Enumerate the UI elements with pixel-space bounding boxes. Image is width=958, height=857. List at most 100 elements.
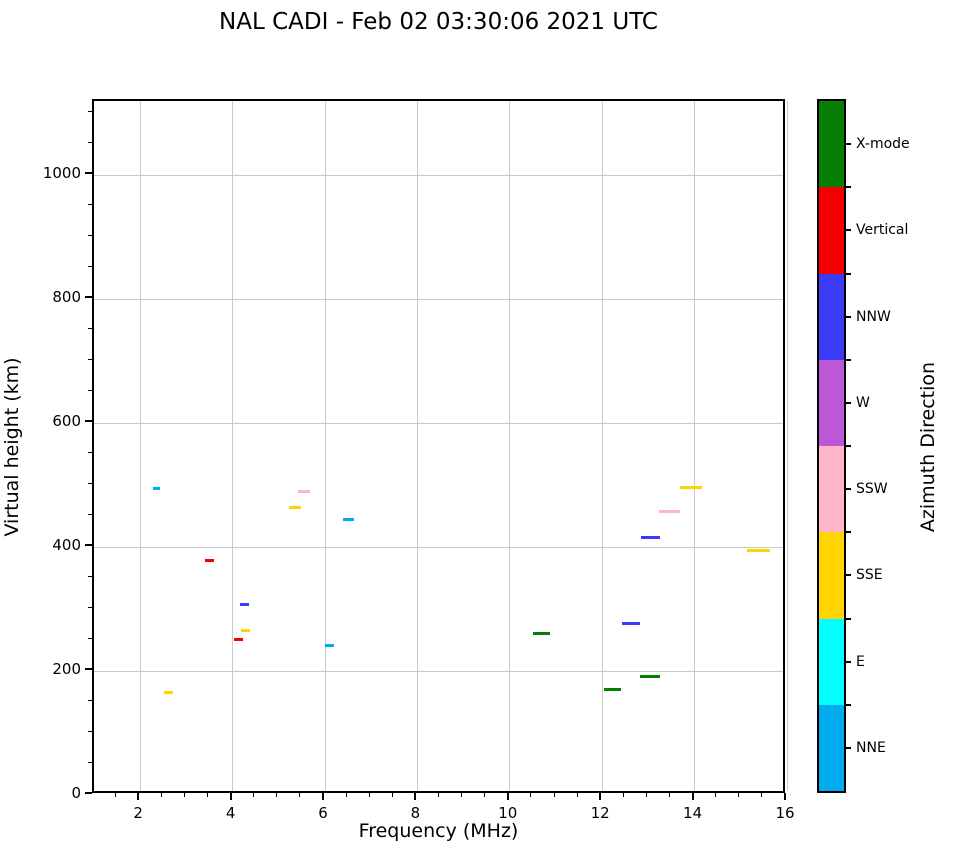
x-minor-tick — [114, 793, 116, 797]
x-tick-label: 14 — [683, 804, 703, 822]
colorbar-boundary-tick — [846, 531, 851, 534]
x-major-tick — [506, 793, 509, 800]
y-minor-tick — [88, 482, 92, 484]
y-minor-tick — [88, 730, 92, 732]
y-tick-label: 600 — [52, 412, 81, 431]
x-gridline — [232, 101, 234, 791]
colorbar-center-tick — [846, 746, 851, 749]
x-tick-label: 16 — [775, 804, 795, 822]
data-point-nnw — [621, 622, 641, 626]
colorbar-boundary-tick — [846, 358, 851, 361]
data-point-sse — [164, 691, 173, 695]
data-point-vertical — [204, 559, 215, 563]
colorbar-segment-sse — [819, 532, 844, 619]
colorbar-segment-e — [819, 618, 844, 705]
y-minor-tick — [88, 203, 92, 205]
y-minor-tick — [88, 761, 92, 763]
x-minor-tick — [368, 793, 370, 797]
y-major-tick — [85, 296, 92, 299]
x-axis-label: Frequency (MHz) — [358, 820, 519, 842]
colorbar-label-w: W — [856, 394, 870, 411]
chart-title: NAL CADI - Feb 02 03:30:06 2021 UTC — [219, 9, 658, 35]
colorbar-label-sse: SSE — [856, 567, 883, 584]
data-point-nne — [324, 644, 335, 648]
colorbar-label-e: E — [856, 653, 865, 670]
x-gridline — [324, 101, 326, 791]
x-tick-label: 2 — [133, 804, 143, 822]
colorbar-label-x-mode: X-mode — [856, 136, 910, 153]
colorbar-boundary-tick — [846, 703, 851, 706]
x-major-tick — [599, 793, 602, 800]
colorbar-label-nne: NNE — [856, 739, 886, 756]
y-minor-tick — [88, 575, 92, 577]
y-minor-tick — [88, 637, 92, 639]
colorbar-boundary-tick — [846, 186, 851, 189]
y-tick-label: 0 — [71, 784, 81, 802]
y-gridline — [94, 670, 783, 672]
x-minor-tick — [553, 793, 555, 797]
x-minor-tick — [438, 793, 439, 797]
y-minor-tick — [88, 451, 92, 453]
colorbar-segment-ssw — [819, 446, 844, 533]
data-point-sse — [747, 549, 771, 553]
data-point-sse — [240, 628, 251, 632]
y-minor-tick — [88, 265, 92, 267]
y-major-tick — [85, 668, 92, 671]
x-minor-tick — [715, 793, 717, 797]
x-gridline — [786, 101, 788, 791]
x-minor-tick — [530, 793, 532, 797]
x-minor-tick — [345, 793, 347, 797]
data-point-nne — [342, 518, 354, 522]
data-point-nnw — [640, 536, 660, 540]
x-gridline — [694, 101, 696, 791]
x-gridline — [139, 101, 141, 791]
x-minor-tick — [484, 793, 486, 797]
x-major-tick — [691, 793, 694, 800]
y-gridline — [94, 422, 783, 424]
data-point-sse — [289, 505, 301, 509]
x-major-tick — [229, 793, 232, 800]
colorbar-segment-vertical — [819, 187, 844, 274]
y-gridline — [94, 546, 783, 548]
colorbar-axis-label: Azimuth Direction — [917, 361, 939, 533]
colorbar-boundary-tick — [846, 272, 851, 275]
y-minor-tick — [88, 327, 92, 329]
x-gridline — [601, 101, 603, 791]
x-major-tick — [784, 793, 786, 800]
x-minor-tick — [299, 793, 301, 797]
y-gridline — [94, 174, 783, 176]
y-minor-tick — [88, 141, 92, 143]
data-point-x-mode — [640, 674, 661, 678]
x-minor-tick — [576, 793, 578, 797]
colorbar-label-ssw: SSW — [856, 481, 888, 498]
x-minor-tick — [207, 793, 208, 797]
y-minor-tick — [88, 606, 92, 608]
y-major-tick — [85, 172, 92, 175]
data-point-nnw — [239, 603, 250, 607]
data-point-ssw — [298, 490, 311, 494]
x-minor-tick — [645, 793, 647, 797]
colorbar-segment-nnw — [819, 273, 844, 360]
x-tick-label: 6 — [318, 804, 328, 822]
y-tick-label: 1000 — [42, 164, 81, 183]
colorbar-center-tick — [846, 660, 851, 663]
y-major-tick — [85, 792, 92, 794]
y-minor-tick — [88, 358, 92, 360]
x-tick-label: 4 — [225, 804, 236, 822]
x-minor-tick — [160, 793, 162, 797]
colorbar-center-tick — [846, 488, 851, 491]
y-minor-tick — [88, 234, 92, 236]
y-major-tick — [85, 544, 92, 547]
data-point-ssw — [659, 509, 680, 513]
x-major-tick — [414, 793, 417, 800]
data-point-vertical — [233, 637, 244, 641]
x-minor-tick — [622, 793, 624, 797]
x-minor-tick — [461, 793, 463, 797]
x-minor-tick — [761, 793, 763, 797]
x-minor-tick — [253, 793, 255, 797]
colorbar-center-tick — [846, 574, 851, 577]
x-minor-tick — [183, 793, 185, 797]
plot-area — [92, 99, 788, 793]
colorbar-boundary-tick — [846, 617, 851, 620]
